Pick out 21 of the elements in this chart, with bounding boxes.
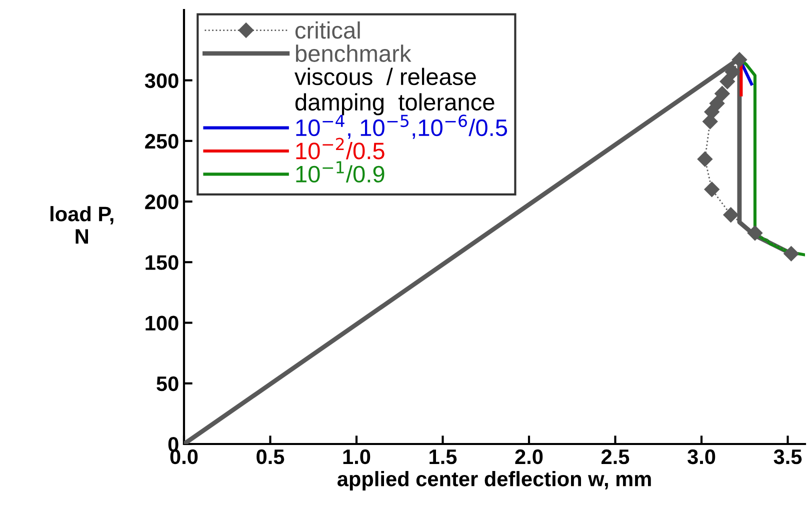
y-tick-label: 100 <box>146 316 178 331</box>
x-axis-title: applied center deflection w, mm <box>337 471 651 490</box>
y-tick-label: 250 <box>145 134 178 149</box>
y-tick-label: 150 <box>146 255 178 270</box>
x-tick-label: 0.5 <box>256 449 284 464</box>
x-tick-label: 2.5 <box>601 449 630 464</box>
y-axis-title: load P, N <box>50 206 114 244</box>
legend-label: 10$^{−2}$/0.5 <box>296 138 384 160</box>
legend-label: critical <box>295 21 360 39</box>
x-tick-label: 1.5 <box>430 450 457 464</box>
y-tick-label: 200 <box>145 194 178 210</box>
y-tick-label: 50 <box>156 376 178 392</box>
x-tick-label: 3.0 <box>688 449 716 464</box>
x-tick-label: 3.5 <box>774 449 802 464</box>
legend-label: 10$^{−1}$/0.9 <box>296 161 384 183</box>
legend-label: 10$^{−4}$, 10$^{−5}$,10$^{−6}$/0.5 <box>296 114 508 139</box>
legend-label: benchmark <box>296 44 412 62</box>
x-tick-label: 2.0 <box>515 449 543 464</box>
legend-title: viscous / release damping tolerance <box>294 68 494 116</box>
y-tick-label: 300 <box>144 73 178 88</box>
x-tick-label: 1.0 <box>343 449 370 464</box>
